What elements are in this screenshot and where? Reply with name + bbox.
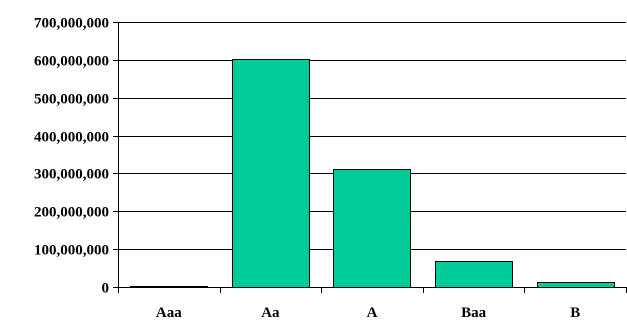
bar-baa — [435, 261, 513, 288]
y-tick-label: 700,000,000 — [34, 16, 109, 32]
x-tick-label: Aa — [261, 305, 280, 321]
bar-aa — [232, 59, 310, 288]
x-tick-label: B — [570, 305, 580, 321]
y-tick-label: 0 — [102, 281, 110, 297]
x-tick-label: Aaa — [156, 305, 182, 321]
y-tick-label: 200,000,000 — [34, 205, 109, 221]
x-tick-labels: Aaa Aa A Baa B — [156, 305, 580, 321]
y-tick-label: 600,000,000 — [34, 54, 109, 70]
bar-a — [333, 169, 411, 288]
x-tick-label: A — [367, 305, 378, 321]
y-tick-label: 300,000,000 — [34, 167, 109, 183]
y-tick-labels: 0 100,000,000 200,000,000 300,000,000 400,00… — [34, 16, 109, 297]
y-tick-label: 100,000,000 — [34, 243, 109, 259]
x-tick-label: Baa — [461, 305, 487, 321]
bars — [130, 59, 615, 288]
y-tick-label: 500,000,000 — [34, 92, 109, 108]
bar-b — [537, 282, 615, 288]
y-tick-label: 400,000,000 — [34, 130, 109, 146]
